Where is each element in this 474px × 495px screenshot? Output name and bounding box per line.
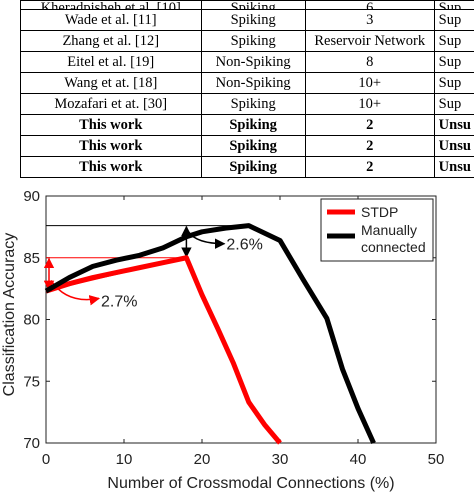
table-cell-type: Spiking: [200, 156, 306, 178]
table-row: Zhang et al. [12] Spiking Reservoir Networ…: [20, 30, 474, 52]
x-tick-label: 0: [42, 451, 50, 468]
table-row: Wade et al. [11] Spiking 3 Sup: [20, 9, 474, 31]
x-tick-label: 10: [116, 451, 133, 468]
y-tick-label: 90: [23, 188, 40, 205]
y-axis-label: Classification Accuracy: [1, 233, 18, 397]
x-tick-label: 50: [428, 451, 445, 468]
y-tick-label: 70: [23, 435, 40, 452]
x-tick-label: 30: [272, 451, 289, 468]
table-cell-ref: Eitel et al. [19]: [20, 51, 202, 73]
series-line-manual: [44, 223, 376, 445]
table-cell-layers: Reservoir Network: [304, 30, 435, 52]
x-axis-label: Number of Crossmodal Connections (%): [107, 475, 394, 492]
x-tick-label: 20: [194, 451, 211, 468]
table-row: This work Spiking 2 Unsu: [20, 156, 474, 178]
y-tick-label: 75: [23, 373, 40, 390]
table-cell-ref: Wang et at. [18]: [20, 72, 202, 94]
table-cell-learning: Unsu: [433, 156, 474, 178]
x-tick-label: 40: [350, 451, 367, 468]
table-cell-learning: Sup: [433, 9, 474, 31]
table-cell-ref: Zhang et al. [12]: [20, 30, 202, 52]
table-cell-layers: 10+: [304, 93, 435, 115]
legend-label-stdp: STDP: [361, 204, 398, 220]
table-cell-ref: This work: [20, 156, 202, 178]
table-cell-layers: 2: [304, 156, 435, 178]
legend-label-manual: Manually connected: [361, 222, 426, 255]
table-cell-type: Non-Spiking: [200, 72, 306, 94]
y-tick-label: 85: [23, 250, 40, 267]
table-row: Mozafari et at. [30] Spiking 10+ Sup: [20, 93, 474, 115]
table-row: This work Spiking 2 Unsu: [20, 114, 474, 136]
annotation-label-red: 2.7%: [101, 293, 137, 310]
series-line-stdp: [45, 255, 282, 445]
comparison-table: Kheradpisheh et al. [10] Spiking 6 Sup Wade …: [20, 0, 474, 178]
table-cell-learning: Unsu: [433, 114, 474, 136]
table-row: Eitel et al. [19] Non-Spiking 8 Sup: [20, 51, 474, 73]
y-tick-label: 80: [23, 312, 40, 329]
legend-box: [320, 198, 434, 262]
annotation-label-black: 2.6%: [226, 237, 262, 254]
table-cell-type: Non-Spiking: [200, 51, 306, 73]
